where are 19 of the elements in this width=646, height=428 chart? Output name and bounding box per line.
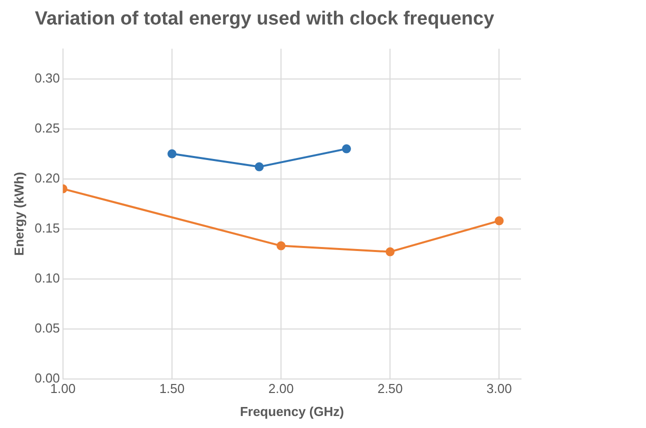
y-axis-title: Energy (kWh) — [11, 172, 26, 256]
point — [276, 241, 286, 250]
y-tick-label: 0.15 — [34, 220, 60, 236]
y-tick-label: 0.25 — [34, 120, 60, 136]
y-tick-label: 0.20 — [34, 170, 60, 186]
x-tick-label: 3.00 — [486, 381, 512, 396]
x-tick-label: 2.50 — [377, 381, 403, 396]
point — [342, 144, 351, 154]
y-tick-label: 0.30 — [34, 70, 60, 86]
chart-title: Variation of total energy used with clock frequency — [34, 8, 495, 30]
x-tick-label: 2.00 — [268, 381, 294, 396]
y-tick-label: 0.10 — [34, 270, 60, 286]
point — [167, 149, 176, 158]
point — [494, 216, 504, 226]
point — [386, 247, 395, 256]
point — [254, 162, 264, 172]
x-tick-label: 1.50 — [159, 381, 185, 396]
y-tick-label: 0.05 — [34, 320, 60, 336]
x-axis-title: Frequency (GHz) — [240, 404, 344, 419]
